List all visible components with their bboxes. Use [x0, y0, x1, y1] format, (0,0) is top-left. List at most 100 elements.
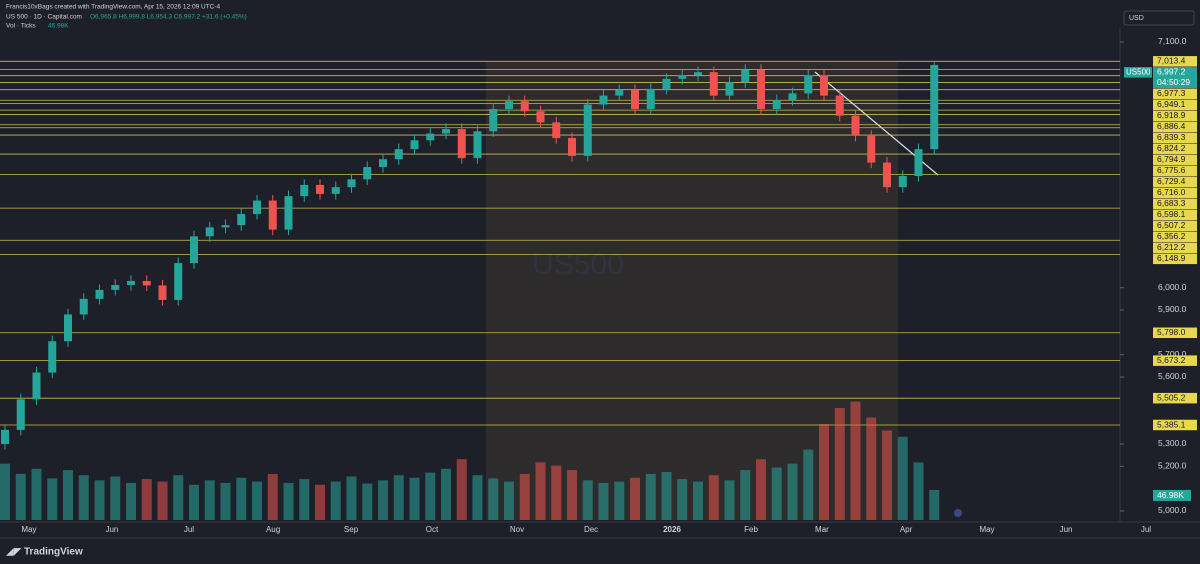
x-tick-label: Dec [584, 525, 598, 534]
volume-bar [378, 480, 388, 520]
level-label: 7,013.4 [1157, 56, 1186, 66]
candle-body [662, 78, 671, 89]
x-tick-label: May [21, 525, 36, 534]
y-tick-label: 7,100.0 [1158, 36, 1187, 46]
level-label: 6,212.2 [1157, 242, 1186, 252]
volume-bar [173, 475, 184, 520]
level-label: 6,598.1 [1157, 209, 1186, 219]
candle-body [410, 140, 419, 150]
level-tag [1153, 154, 1197, 166]
level-tag [1153, 209, 1197, 221]
y-tick-label: 5,300.0 [1158, 438, 1187, 448]
candle-body [64, 314, 72, 342]
candle-body [583, 104, 592, 156]
level-tag [1153, 143, 1197, 155]
y-tick-label: 5,900.0 [1158, 304, 1187, 314]
candle-body [347, 179, 356, 188]
candle-body [552, 122, 561, 139]
level-label: 6,794.9 [1157, 154, 1186, 164]
volume-bar [31, 468, 42, 520]
volume-bar [315, 484, 325, 520]
x-tick-label: Mar [815, 525, 829, 534]
candle-body [190, 236, 198, 264]
x-tick-label: Jul [184, 525, 194, 534]
currency[interactable]: USD [1129, 15, 1144, 22]
volume-bar [630, 477, 640, 520]
candle-body [205, 227, 214, 237]
volume-bar [78, 475, 89, 520]
level-label: 5,798.0 [1157, 327, 1186, 337]
volume-bar [614, 481, 625, 520]
volume-bar [519, 473, 530, 520]
candle-body [394, 149, 403, 160]
x-tick-label: Feb [744, 525, 758, 534]
candle-body [316, 184, 324, 194]
level-label: 6,918.9 [1157, 110, 1186, 120]
volume-bar [582, 480, 593, 520]
volume-bar [252, 481, 262, 520]
volume-bar [740, 470, 751, 520]
candle-body [16, 399, 25, 430]
volume-bar [409, 477, 420, 520]
candle-body [615, 90, 624, 96]
level-tag [1153, 121, 1197, 133]
x-tick-label: May [979, 525, 994, 534]
countdown: 04:50:29 [1157, 77, 1190, 87]
tradingview-logo[interactable]: ◢◤ [6, 547, 22, 558]
candle-body [300, 184, 309, 197]
candle-body [442, 129, 450, 134]
volume-tag-label: 46.98K [1157, 490, 1184, 500]
candle-body [174, 263, 183, 300]
volume-bar [771, 467, 782, 520]
candle-body [804, 75, 813, 94]
author-line: Francis10xBags created with TradingView.… [6, 4, 221, 11]
x-tick-label: Jun [1060, 525, 1073, 534]
volume-bar [63, 470, 73, 520]
volume-bar [141, 479, 152, 520]
x-tick-label: Oct [426, 525, 439, 534]
candle-body [473, 131, 482, 159]
x-tick-label: Aug [266, 525, 280, 534]
volume-bar [866, 417, 877, 520]
candle-body [221, 225, 230, 228]
level-tag [1153, 355, 1197, 366]
volume-bar [189, 484, 199, 520]
candle-body [142, 280, 151, 286]
level-tag [1153, 327, 1197, 339]
level-tag [1153, 253, 1197, 265]
level-tag [1153, 392, 1197, 404]
level-tag [1153, 242, 1197, 254]
level-label: 6,949.1 [1157, 99, 1186, 109]
x-tick-label: Jul [1141, 525, 1151, 534]
volume-bar [330, 481, 341, 520]
candle-body [284, 196, 293, 230]
brand[interactable]: TradingView [24, 547, 83, 558]
volume-bar [645, 473, 656, 520]
symbol-badge: US500 [1126, 67, 1151, 76]
volume-bar [897, 436, 908, 520]
event-icon[interactable] [954, 509, 962, 517]
y-tick-label: 6,000.0 [1158, 282, 1187, 292]
level-tag [1153, 110, 1197, 122]
volume-bar [551, 465, 562, 520]
level-tag [1153, 220, 1197, 232]
level-label: 6,683.3 [1157, 198, 1186, 208]
candle-body [111, 284, 120, 290]
candle-body [127, 280, 135, 285]
candle-body [331, 187, 340, 194]
candle-body [709, 72, 718, 96]
candle-body [505, 101, 513, 109]
candle-body [599, 95, 608, 105]
currency-box[interactable] [1123, 10, 1195, 26]
candle-body [79, 298, 88, 315]
volume-bar [220, 482, 231, 520]
volume-bar [94, 480, 105, 520]
level-label: 5,505.2 [1157, 393, 1186, 403]
candle-body [237, 213, 246, 226]
symbol-badge-box [1124, 67, 1152, 78]
candle-body [883, 162, 891, 188]
candle-body [930, 64, 939, 150]
level-tag [1153, 165, 1197, 177]
